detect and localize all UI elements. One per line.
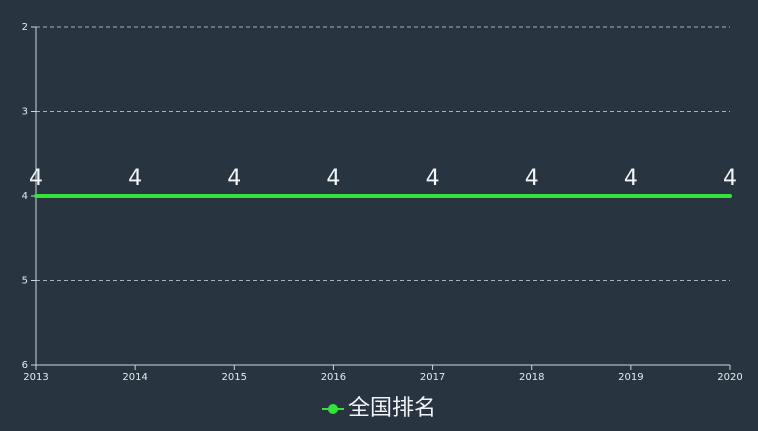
y-tick-label-3: 3	[22, 107, 28, 118]
y-tick-label-5: 5	[22, 276, 28, 287]
data-labels: 4 4 4 4 4 4 4 4	[29, 166, 737, 191]
data-label-2015: 4	[227, 166, 241, 191]
legend-label: 全国排名	[347, 396, 436, 421]
x-tick-label-2015: 2015	[222, 372, 247, 383]
x-tick-label-2018: 2018	[519, 372, 544, 383]
data-label-2020: 4	[723, 166, 737, 191]
grid-lines	[36, 26, 730, 281]
y-tick-label-2: 2	[22, 22, 28, 33]
legend-item-0[interactable]: 全国排名	[321, 394, 436, 424]
data-label-2019: 4	[624, 166, 638, 191]
line-chart: 2 3 4 5 6 2013 2014 2015 2016 2017 2018 2019 2020 4…	[22, 22, 743, 383]
data-label-2018: 4	[525, 166, 539, 191]
legend-marker-icon	[321, 402, 344, 416]
x-tick-label-2017: 2017	[420, 372, 445, 383]
x-tick-label-2014: 2014	[122, 372, 147, 383]
x-axis-ticks: 2013 2014 2015 2016 2017 2018 2019 2020	[23, 365, 743, 383]
legend: 全国排名	[0, 394, 758, 424]
data-label-2014: 4	[128, 166, 142, 191]
data-label-2013: 4	[29, 166, 43, 191]
x-tick-label-2020: 2020	[717, 372, 742, 383]
x-tick-label-2013: 2013	[23, 372, 48, 383]
data-label-2017: 4	[426, 166, 440, 191]
y-axis-ticks: 2 3 4 5 6	[22, 22, 36, 371]
x-tick-label-2019: 2019	[618, 372, 643, 383]
x-tick-label-2016: 2016	[321, 372, 346, 383]
y-tick-label-4: 4	[22, 191, 28, 202]
data-label-2016: 4	[326, 166, 340, 191]
y-tick-label-6: 6	[22, 360, 28, 371]
